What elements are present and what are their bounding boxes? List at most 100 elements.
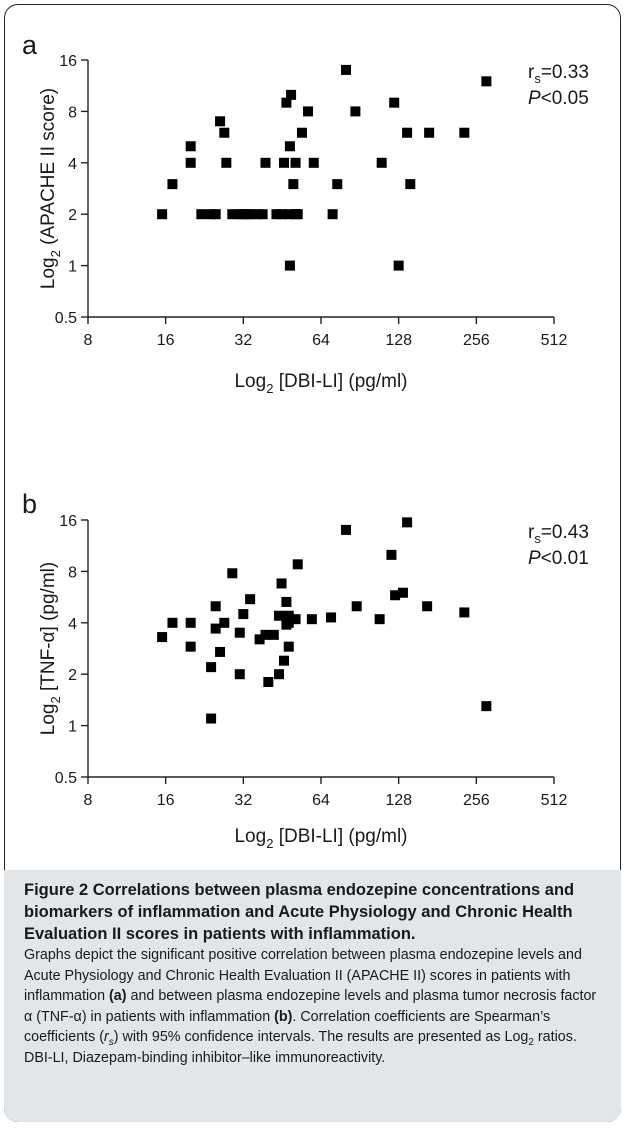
data-point (210, 601, 221, 612)
caption-text-4: ) with 95% confidence intervals. The res… (113, 1029, 529, 1045)
y-tick-label: 1 (68, 719, 77, 736)
x-axis-label: Log2 [DBI-LI] (pg/ml) (234, 826, 407, 851)
data-point (157, 632, 168, 643)
data-point (422, 601, 433, 612)
x-tick-label: 64 (312, 332, 330, 349)
data-point (219, 127, 230, 138)
data-point (196, 209, 207, 220)
data-point (283, 617, 294, 628)
x-tick-label: 8 (84, 792, 93, 809)
y-axis-label-log: Log (38, 257, 59, 289)
data-point (281, 596, 292, 607)
x-tick-label: 128 (385, 792, 412, 809)
data-point (215, 116, 226, 127)
stat-p-letter: P (528, 548, 541, 569)
data-point (234, 627, 245, 638)
data-point (288, 179, 299, 190)
data-point (292, 559, 303, 570)
stat-p-value: <0.05 (541, 88, 589, 109)
y-axis-label-sub: 2 (48, 696, 63, 703)
data-point (227, 209, 238, 220)
data-point (254, 634, 265, 645)
data-point (386, 549, 397, 560)
stat-p-value: <0.01 (541, 548, 589, 569)
x-tick-label: 16 (157, 332, 175, 349)
y-tick-label: 0.5 (55, 770, 77, 787)
data-point (157, 209, 168, 220)
caption-body: Graphs depict the significant positive c… (24, 945, 607, 1068)
y-axis-label: Log2 (APACHE II score) (38, 88, 63, 289)
data-point (376, 157, 387, 168)
y-axis-label-rest: [TNF-α] (pg/ml) (38, 562, 59, 696)
data-point (350, 106, 361, 117)
data-point (260, 157, 271, 168)
caption-text-3: . Correlation coefficients are Spearman’… (24, 1008, 551, 1046)
caption-log-sub: 2 (528, 1036, 534, 1048)
data-point (281, 97, 292, 108)
data-point (459, 607, 470, 618)
data-point (393, 260, 404, 271)
stat-rs-value: =0.43 (541, 522, 589, 543)
data-point (308, 157, 319, 168)
data-point (341, 524, 352, 535)
data-point (245, 594, 256, 605)
data-point (351, 601, 362, 612)
x-tick-label: 256 (463, 792, 490, 809)
data-point (274, 610, 285, 621)
data-point (327, 209, 338, 220)
stat-rs-value: =0.33 (541, 62, 589, 83)
data-point (206, 713, 217, 724)
caption-ref-a: (a) (109, 988, 127, 1004)
data-point (234, 669, 245, 680)
data-point (290, 157, 301, 168)
x-axis-label-sub: 2 (266, 381, 273, 396)
data-point (260, 629, 271, 640)
x-tick-label: 512 (541, 332, 568, 349)
data-point (481, 76, 492, 87)
x-tick-label: 32 (234, 792, 252, 809)
x-axis-label-rest: [DBI-LI] (pg/ml) (273, 371, 407, 392)
stat-rs: rs=0.33 (528, 62, 589, 86)
data-point (210, 209, 221, 220)
data-point (221, 157, 232, 168)
data-point (167, 617, 178, 628)
data-point (185, 141, 196, 152)
data-point (257, 209, 268, 220)
data-point (185, 617, 196, 628)
data-point (283, 209, 294, 220)
data-point (263, 677, 274, 688)
data-point (390, 590, 401, 601)
stat-rs-sub: s (534, 531, 541, 546)
data-point (286, 89, 297, 100)
data-point (284, 260, 295, 271)
data-point (210, 623, 221, 634)
panel-label: a (22, 30, 38, 60)
y-axis-label-rest: (APACHE II score) (38, 88, 59, 250)
stat-p: P<0.01 (528, 548, 589, 569)
x-tick-label: 16 (157, 792, 175, 809)
x-axis-label-rest: [DBI-LI] (pg/ml) (273, 826, 407, 847)
data-point (215, 646, 226, 657)
y-tick-label: 8 (68, 104, 77, 121)
data-point (424, 127, 435, 138)
y-tick-label: 0.5 (55, 310, 77, 327)
x-tick-label: 128 (385, 332, 412, 349)
caption-text-1: Graphs depict the significant positive c… (24, 947, 582, 1004)
caption-rs-s: s (108, 1036, 114, 1048)
data-point (397, 587, 408, 598)
x-axis-label: Log2 [DBI-LI] (pg/ml) (234, 371, 407, 396)
data-point (283, 610, 294, 621)
stat-rs: rs=0.43 (528, 522, 589, 546)
data-point (276, 578, 287, 589)
x-tick-label: 256 (463, 332, 490, 349)
caption-text-5: ratios. DBI-LI, Diazepam-binding inhibit… (24, 1029, 577, 1066)
data-point (481, 701, 492, 712)
data-point (278, 655, 289, 666)
data-point (303, 106, 314, 117)
x-axis-label-sub: 2 (266, 836, 273, 851)
panel-label: b (22, 489, 37, 519)
data-point (306, 614, 317, 625)
y-tick-label: 2 (68, 207, 77, 224)
